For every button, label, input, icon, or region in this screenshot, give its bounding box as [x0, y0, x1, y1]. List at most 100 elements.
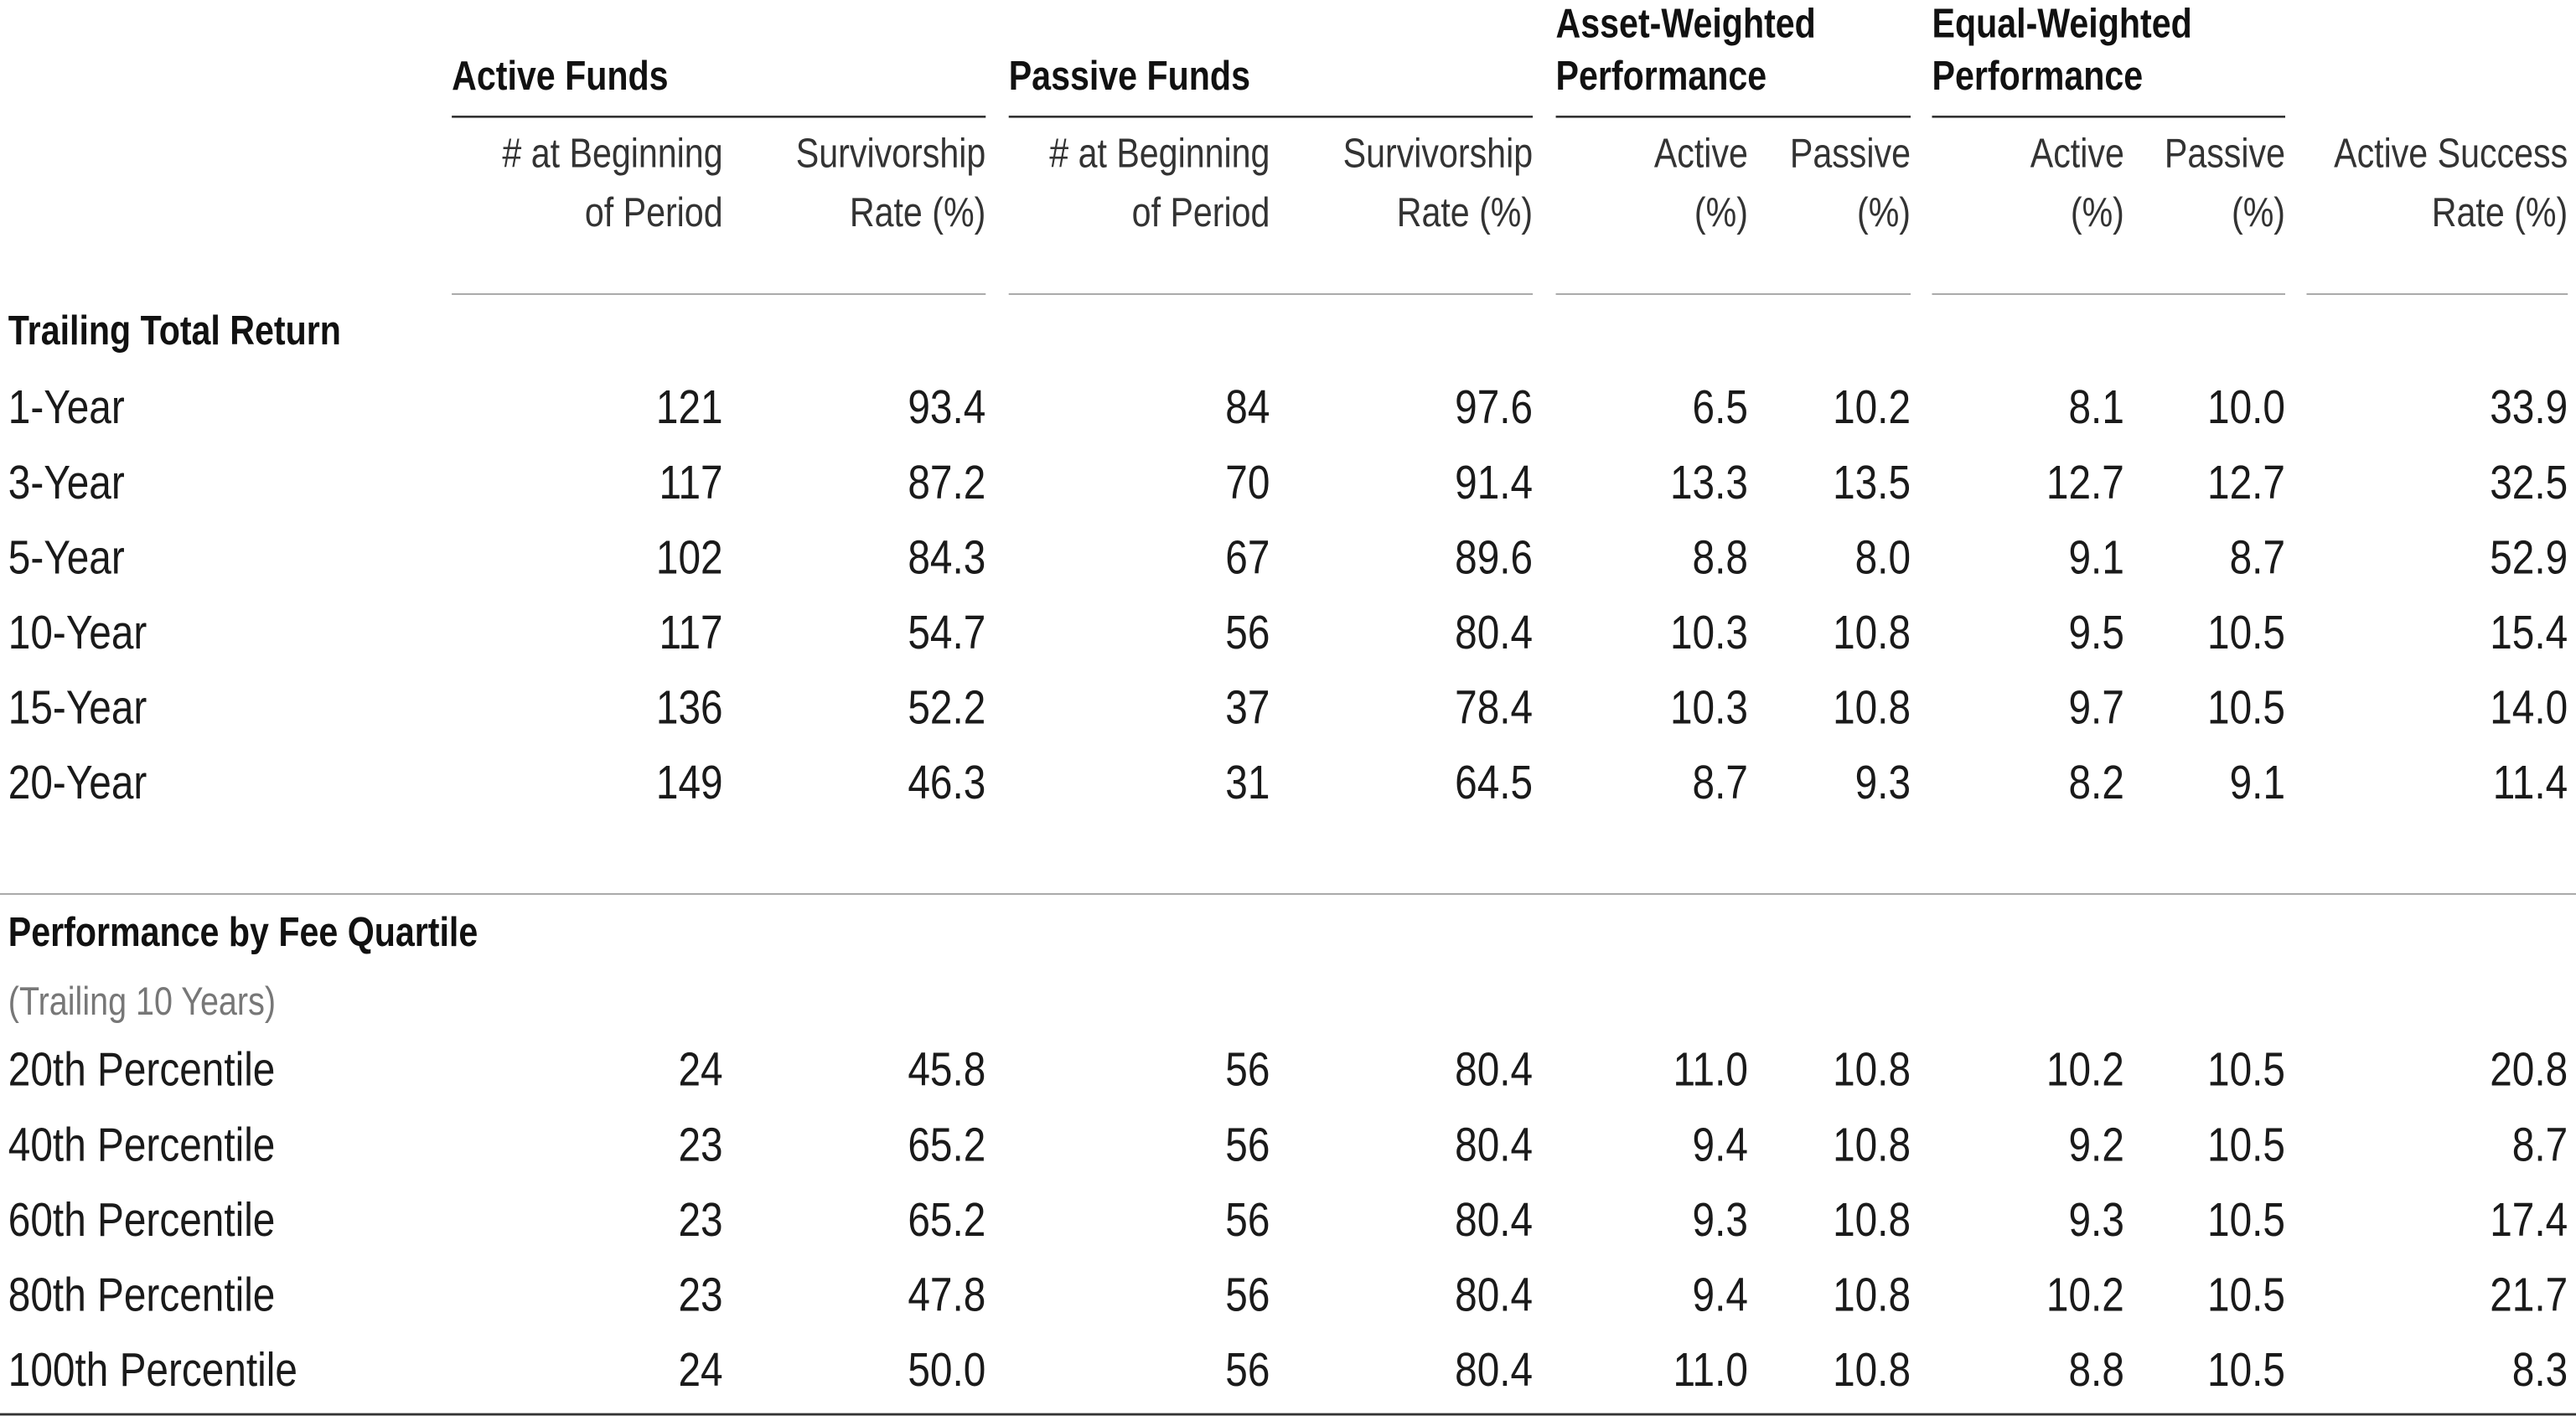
row-label: 100th Percentile [8, 1343, 297, 1397]
cell: 31 [1225, 756, 1270, 809]
cell: 9.1 [2068, 531, 2123, 585]
cell: 8.3 [2512, 1343, 2568, 1397]
cell: 56 [1225, 1043, 1270, 1097]
cell: 10.8 [1833, 1269, 1911, 1322]
group-header: Performance [1932, 53, 2144, 99]
cell: 12.7 [2046, 456, 2124, 509]
group-header: Performance [1556, 53, 1767, 99]
cell: 56 [1225, 1118, 1270, 1171]
cell: 9.7 [2068, 681, 2123, 735]
cell: 56 [1225, 1269, 1270, 1322]
column-header: Rate (%) [2432, 189, 2568, 235]
column-header: Rate (%) [1397, 189, 1533, 235]
cell: 11.0 [1673, 1343, 1748, 1397]
cell: 80.4 [1455, 1343, 1533, 1397]
cell: 9.4 [1693, 1118, 1748, 1171]
cell: 10.8 [1833, 1043, 1911, 1097]
cell: 10.8 [1833, 1343, 1911, 1397]
cell: 10.2 [2046, 1269, 2124, 1322]
cell: 10.5 [2207, 1118, 2285, 1171]
cell: 10.5 [2207, 681, 2285, 735]
cell: 10.8 [1833, 681, 1911, 735]
cell: 70 [1225, 456, 1270, 509]
cell: 80.4 [1455, 1118, 1533, 1171]
cell: 87.2 [908, 456, 985, 509]
column-header: (%) [1694, 189, 1748, 235]
row-label: 60th Percentile [8, 1193, 276, 1247]
cell: 12.7 [2207, 456, 2285, 509]
cell: 6.5 [1693, 380, 1748, 434]
row-label: 15-Year [8, 681, 147, 735]
cell: 56 [1225, 1193, 1270, 1247]
column-header: (%) [2232, 189, 2285, 235]
column-header: of Period [1132, 189, 1270, 235]
cell: 8.1 [2068, 380, 2123, 434]
cell: 93.4 [908, 380, 985, 434]
cell: 84.3 [908, 531, 985, 585]
cell: 9.3 [2068, 1193, 2123, 1247]
cell: 24 [678, 1343, 722, 1397]
cell: 9.4 [1693, 1269, 1748, 1322]
cell: 8.2 [2068, 756, 2123, 809]
row-label: 20th Percentile [8, 1043, 276, 1097]
column-header: of Period [585, 189, 723, 235]
cell: 10.8 [1833, 1193, 1911, 1247]
cell: 9.3 [1693, 1193, 1748, 1247]
cell: 9.3 [1855, 756, 1911, 809]
group-header: Asset-Weighted [1556, 0, 1816, 46]
cell: 11.0 [1673, 1043, 1748, 1097]
cell: 8.8 [1693, 531, 1748, 585]
cell: 10.3 [1670, 606, 1748, 659]
cell: 80.4 [1455, 606, 1533, 659]
group-header: Active Funds [452, 53, 668, 99]
cell: 89.6 [1455, 531, 1533, 585]
cell: 56 [1225, 606, 1270, 659]
row-label: 40th Percentile [8, 1118, 276, 1171]
section-subtitle: (Trailing 10 Years) [8, 980, 276, 1024]
cell: 10.5 [2207, 1193, 2285, 1247]
cell: 8.0 [1855, 531, 1911, 585]
column-header: Survivorship [796, 130, 985, 176]
column-header: (%) [1857, 189, 1911, 235]
row-label: 20-Year [8, 756, 147, 809]
cell: 121 [656, 380, 723, 434]
cell: 23 [678, 1269, 722, 1322]
cell: 10.5 [2207, 1043, 2285, 1097]
group-header: Equal-Weighted [1932, 0, 2192, 46]
cell: 67 [1225, 531, 1270, 585]
cell: 47.8 [908, 1269, 985, 1322]
row-label: 10-Year [8, 606, 147, 659]
cell: 10.3 [1670, 681, 1748, 735]
cell: 8.7 [1693, 756, 1748, 809]
cell: 21.7 [2490, 1269, 2568, 1322]
cell: 52.2 [908, 681, 985, 735]
cell: 84 [1225, 380, 1270, 434]
column-header: Active [1654, 130, 1748, 176]
cell: 10.5 [2207, 606, 2285, 659]
cell: 14.0 [2490, 681, 2568, 735]
cell: 52.9 [2490, 531, 2568, 585]
cell: 65.2 [908, 1118, 985, 1171]
cell: 78.4 [1455, 681, 1533, 735]
cell: 10.8 [1833, 606, 1911, 659]
cell: 13.3 [1670, 456, 1748, 509]
cell: 33.9 [2490, 380, 2568, 434]
column-header: # at Beginning [502, 130, 722, 176]
cell: 80.4 [1455, 1193, 1533, 1247]
row-label: 3-Year [8, 456, 125, 509]
cell: 37 [1225, 681, 1270, 735]
cell: 8.8 [2068, 1343, 2123, 1397]
cell: 46.3 [908, 756, 985, 809]
row-label: 1-Year [8, 380, 125, 434]
cell: 11.4 [2493, 756, 2568, 809]
cell: 10.5 [2207, 1269, 2285, 1322]
cell: 9.5 [2068, 606, 2123, 659]
row-label: 80th Percentile [8, 1269, 276, 1322]
cell: 80.4 [1455, 1043, 1533, 1097]
cell: 65.2 [908, 1193, 985, 1247]
cell: 50.0 [908, 1343, 985, 1397]
cell: 15.4 [2490, 606, 2568, 659]
cell: 23 [678, 1193, 722, 1247]
cell: 8.7 [2512, 1118, 2568, 1171]
